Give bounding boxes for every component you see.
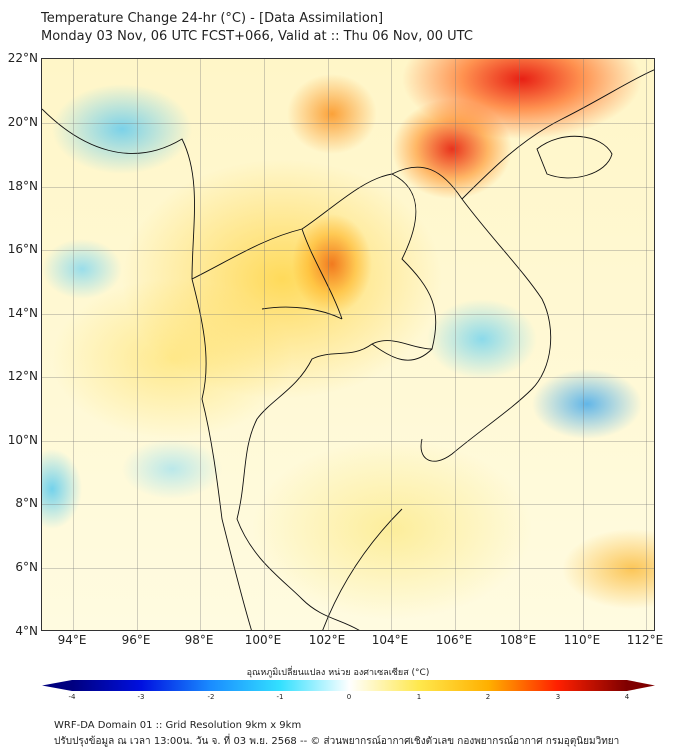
chart-title: Temperature Change 24-hr (°C) - [Data As… — [41, 11, 384, 26]
lon-label: 98°E — [184, 633, 214, 647]
chart-subtitle: Monday 03 Nov, 06 UTC FCST+066, Valid at… — [41, 29, 473, 44]
lon-label: 102°E — [308, 633, 346, 647]
lat-label: 20°N — [7, 115, 38, 129]
temperature-change-map — [41, 58, 655, 631]
colorbar-tick: 3 — [555, 693, 561, 701]
colorbar-title: อุณหภูมิเปลี่ยนแปลง หน่วย องศาเซลเซียส (… — [246, 668, 430, 678]
lon-label: 104°E — [371, 633, 409, 647]
lat-label: 12°N — [7, 369, 38, 383]
lon-label: 100°E — [244, 633, 282, 647]
lat-label: 4°N — [15, 624, 38, 638]
lat-label: 8°N — [15, 496, 38, 510]
colorbar-gradient — [72, 680, 627, 691]
lat-label: 22°N — [7, 51, 38, 65]
colorbar-tick: 0 — [346, 693, 352, 701]
footer-model-info: WRF-DA Domain 01 :: Grid Resolution 9km … — [54, 720, 302, 731]
lon-label: 106°E — [435, 633, 473, 647]
lon-label: 96°E — [121, 633, 151, 647]
colorbar-tick: -4 — [68, 693, 76, 701]
lon-label: 110°E — [563, 633, 601, 647]
colorbar-tick: 1 — [416, 693, 422, 701]
lat-label: 18°N — [7, 179, 38, 193]
lat-label: 14°N — [7, 306, 38, 320]
colorbar-max-arrow — [627, 680, 655, 691]
coastline-borders — [42, 69, 654, 630]
lat-label: 16°N — [7, 242, 38, 256]
colorbar-tick: -1 — [276, 693, 284, 701]
lon-label: 108°E — [499, 633, 537, 647]
colorbar — [42, 680, 655, 691]
colorbar-tick: 2 — [485, 693, 491, 701]
colorbar-tick: -2 — [207, 693, 215, 701]
lat-label: 6°N — [15, 560, 38, 574]
lon-label: 112°E — [626, 633, 664, 647]
colorbar-tick: -3 — [137, 693, 145, 701]
colorbar-tick: 4 — [624, 693, 630, 701]
lon-label: 94°E — [57, 633, 87, 647]
colorbar-min-arrow — [42, 680, 72, 691]
footer-credit: ปรับปรุงข้อมูล ณ เวลา 13:00น. วัน จ. ที่… — [54, 736, 620, 747]
lat-label: 10°N — [7, 433, 38, 447]
